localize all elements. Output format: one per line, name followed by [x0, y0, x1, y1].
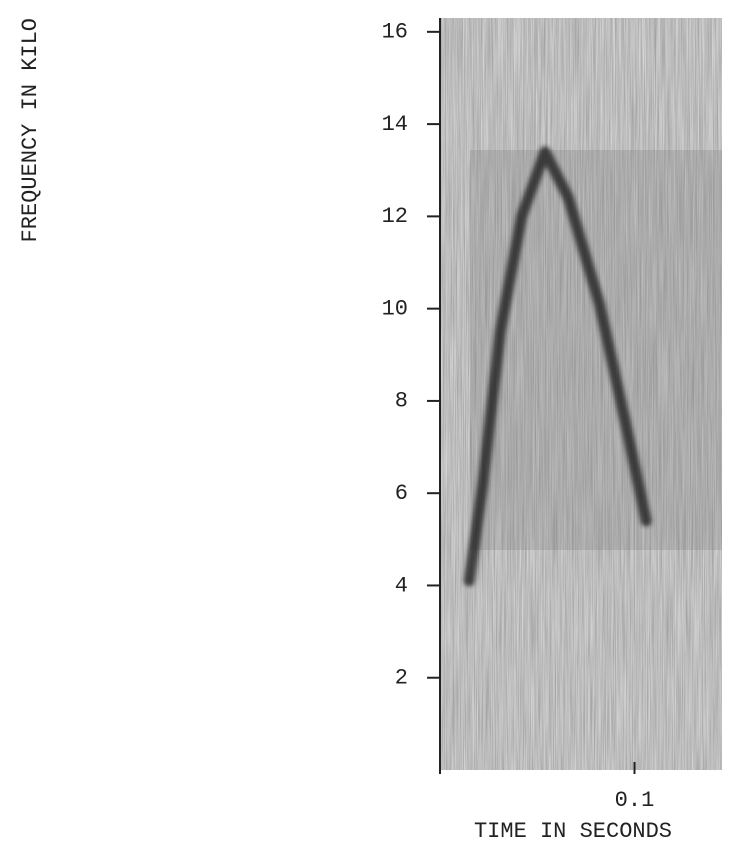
y-axis-label: FREQUENCY IN KILO	[18, 18, 43, 242]
harmonic-trace	[463, 146, 652, 587]
spectrogram-texture	[440, 18, 722, 770]
y-tick-label: 4	[395, 573, 408, 598]
y-tick-label: 6	[395, 481, 408, 506]
spectrogram-band	[470, 150, 722, 550]
y-tick-label: 12	[382, 204, 408, 229]
y-tick-label: 10	[382, 296, 408, 321]
x-axis-label: TIME IN SECONDS	[474, 819, 672, 844]
y-tick-label: 2	[395, 666, 408, 691]
x-tick-label: 0.1	[615, 788, 655, 813]
y-tick-label: 16	[382, 20, 408, 45]
y-tick-label: 8	[395, 389, 408, 414]
y-tick-label: 14	[382, 112, 408, 137]
